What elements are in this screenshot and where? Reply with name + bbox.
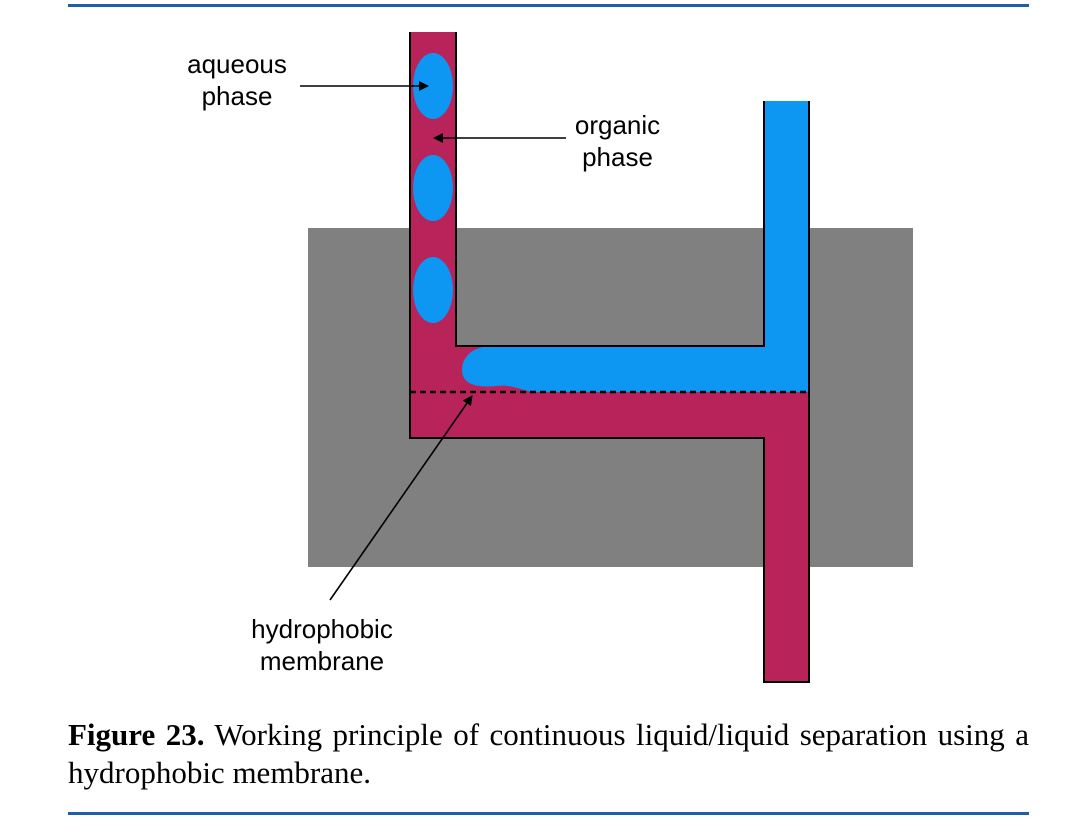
bottom-rule [68,812,1029,815]
aqueous-droplet [413,53,453,119]
figure-number: Figure 23. [68,717,205,752]
aqueous-phase-label: aqueous phase [187,49,287,111]
aqueous-droplet [413,155,453,221]
aqueous-layer [462,346,809,392]
channel-outline-outer [409,32,810,683]
membrane-pointer-arrow [329,395,473,601]
figure-caption: Figure 23. Working principle of continuo… [68,716,1029,792]
aqueous-droplet [413,257,453,323]
channel-outline-inner [455,32,765,347]
top-rule [68,4,1029,7]
lower-channel [410,392,809,438]
aqueous-outlet-channel [764,101,809,392]
separator-diagram [300,32,913,683]
hydrophobic-membrane-label: hydrophobic membrane [251,614,393,676]
organic-phase-label: organic phase [574,110,661,172]
organic-outlet-channel [764,392,809,682]
caption-text: Working principle of continuous liquid/l… [68,717,1029,790]
